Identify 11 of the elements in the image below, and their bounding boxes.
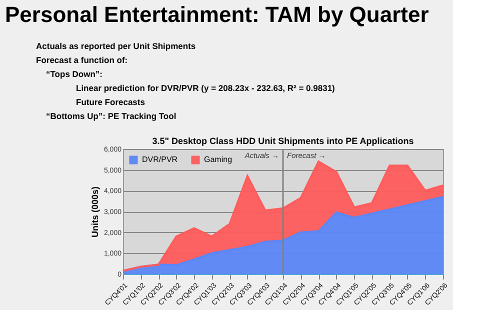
legend-label: Gaming — [204, 154, 232, 164]
text: Forecast a function of: — [36, 55, 128, 65]
chart-subtitle: 3.5" Desktop Class HDD Unit Shipments into PE Applications — [152, 136, 414, 146]
text: Actuals as reported per Unit Shipments — [36, 41, 196, 51]
text: “Bottoms Up”: PE Tracking Tool — [46, 111, 176, 121]
text: Linear prediction for DVR/PVR (y = 208.23x - 232.63, R² = 0.9831) — [76, 83, 336, 93]
text: Future Forecasts — [76, 97, 146, 107]
text: “Tops Down”: — [46, 69, 103, 79]
legend-label: DVR/PVR — [142, 154, 178, 164]
chart-title: Personal Entertainment: TAM by Quarter — [5, 2, 430, 27]
y-axis-title: Units (000s) — [90, 186, 100, 238]
